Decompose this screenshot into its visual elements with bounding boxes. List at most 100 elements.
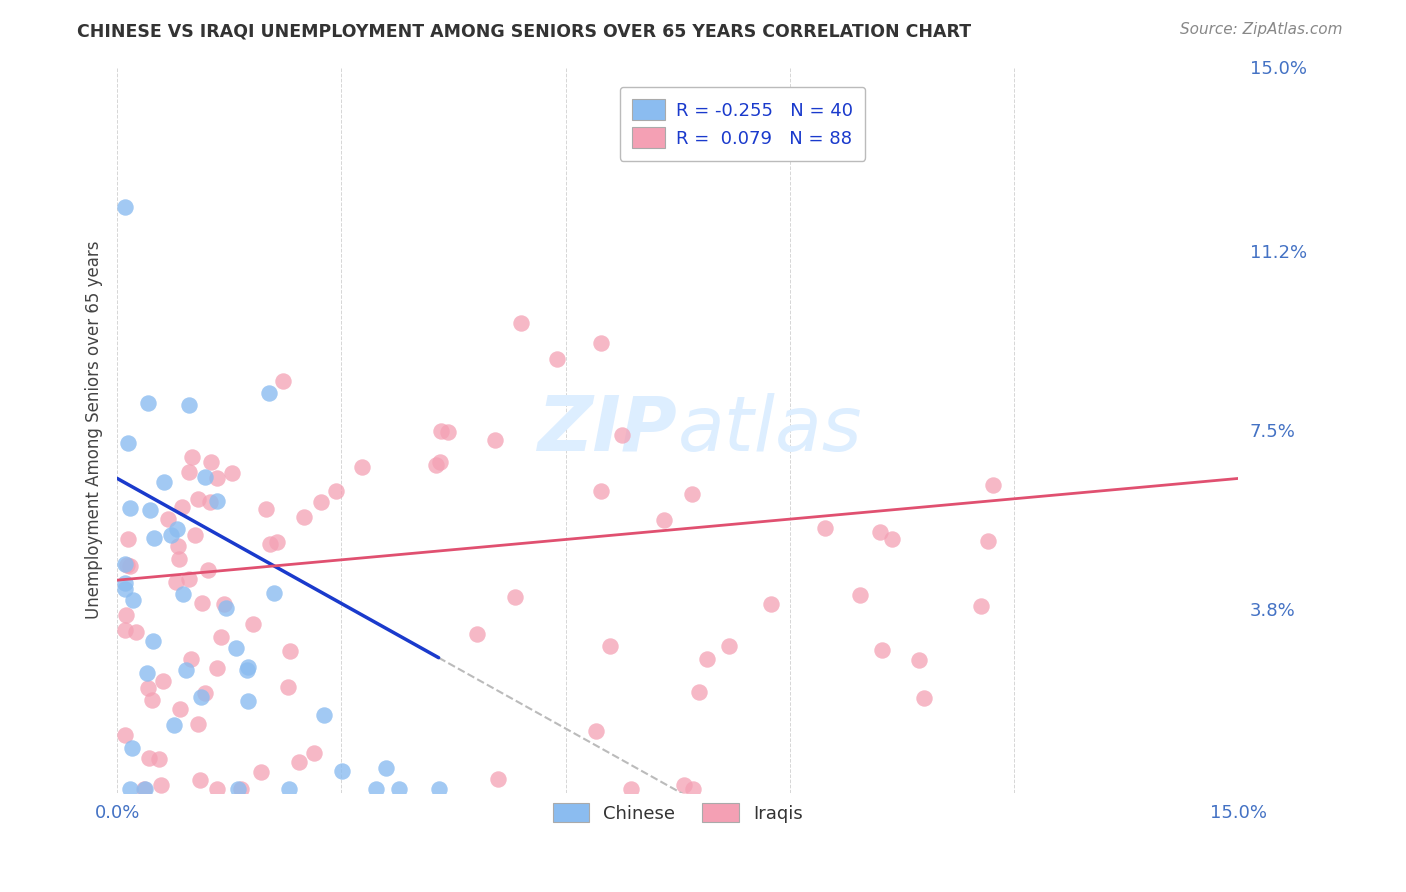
Point <box>682 781 704 796</box>
Point <box>759 598 782 612</box>
Point <box>236 663 259 677</box>
Point <box>673 778 696 792</box>
Point <box>288 756 311 770</box>
Point <box>139 503 162 517</box>
Point <box>142 532 165 546</box>
Point <box>188 773 211 788</box>
Point <box>179 465 201 479</box>
Point <box>136 395 159 409</box>
Point <box>215 600 238 615</box>
Point <box>156 512 179 526</box>
Point <box>503 591 526 605</box>
Point <box>179 399 201 413</box>
Point <box>174 663 197 677</box>
Point <box>302 746 325 760</box>
Point <box>589 483 612 498</box>
Point <box>425 458 447 472</box>
Point <box>200 455 222 469</box>
Point <box>226 781 249 796</box>
Point <box>849 588 872 602</box>
Point <box>180 652 202 666</box>
Point <box>870 642 893 657</box>
Point <box>200 494 222 508</box>
Point <box>212 597 235 611</box>
Point <box>121 741 143 756</box>
Point <box>589 335 612 350</box>
Point <box>869 525 891 540</box>
Point <box>117 532 139 546</box>
Point <box>181 450 204 464</box>
Point <box>696 652 718 666</box>
Text: CHINESE VS IRAQI UNEMPLOYMENT AMONG SENIORS OVER 65 YEARS CORRELATION CHART: CHINESE VS IRAQI UNEMPLOYMENT AMONG SENI… <box>77 22 972 40</box>
Point <box>114 624 136 638</box>
Point <box>197 563 219 577</box>
Point <box>134 781 156 796</box>
Point <box>610 427 633 442</box>
Point <box>976 534 998 549</box>
Point <box>585 724 607 739</box>
Point <box>236 659 259 673</box>
Point <box>509 317 531 331</box>
Point <box>114 557 136 571</box>
Point <box>330 764 353 778</box>
Point <box>115 607 138 622</box>
Point <box>388 781 411 796</box>
Point <box>167 539 190 553</box>
Point <box>166 522 188 536</box>
Point <box>970 599 993 613</box>
Point <box>152 673 174 688</box>
Point <box>153 475 176 489</box>
Text: Source: ZipAtlas.com: Source: ZipAtlas.com <box>1180 22 1343 37</box>
Point <box>238 694 260 708</box>
Point <box>170 500 193 514</box>
Point <box>120 781 142 796</box>
Point <box>350 460 373 475</box>
Point <box>292 509 315 524</box>
Point <box>194 470 217 484</box>
Point <box>141 692 163 706</box>
Point <box>205 494 228 508</box>
Point <box>120 558 142 573</box>
Y-axis label: Unemployment Among Seniors over 65 years: Unemployment Among Seniors over 65 years <box>86 241 103 619</box>
Point <box>599 639 621 653</box>
Point <box>325 483 347 498</box>
Point <box>190 690 212 704</box>
Point <box>912 690 935 705</box>
Point <box>908 653 931 667</box>
Point <box>160 528 183 542</box>
Point <box>221 467 243 481</box>
Point <box>225 640 247 655</box>
Point <box>257 386 280 401</box>
Point <box>486 772 509 786</box>
Point <box>981 478 1004 492</box>
Point <box>546 352 568 367</box>
Point <box>205 470 228 484</box>
Point <box>184 528 207 542</box>
Point <box>114 200 136 214</box>
Point <box>813 521 835 535</box>
Point <box>148 752 170 766</box>
Point <box>122 593 145 607</box>
Point <box>652 513 675 527</box>
Point <box>205 781 228 796</box>
Point <box>193 686 215 700</box>
Point <box>187 717 209 731</box>
Point <box>209 630 232 644</box>
Point <box>278 781 301 796</box>
Point <box>114 582 136 596</box>
Point <box>187 491 209 506</box>
Point <box>882 532 904 546</box>
Point <box>132 781 155 796</box>
Point <box>205 661 228 675</box>
Point <box>117 558 139 572</box>
Point <box>125 625 148 640</box>
Point <box>250 764 273 779</box>
Point <box>484 434 506 448</box>
Point <box>375 761 398 775</box>
Point <box>229 781 252 796</box>
Point <box>429 455 451 469</box>
Point <box>273 374 295 388</box>
Point <box>427 781 450 796</box>
Point <box>364 781 387 796</box>
Text: ZIP: ZIP <box>538 393 678 467</box>
